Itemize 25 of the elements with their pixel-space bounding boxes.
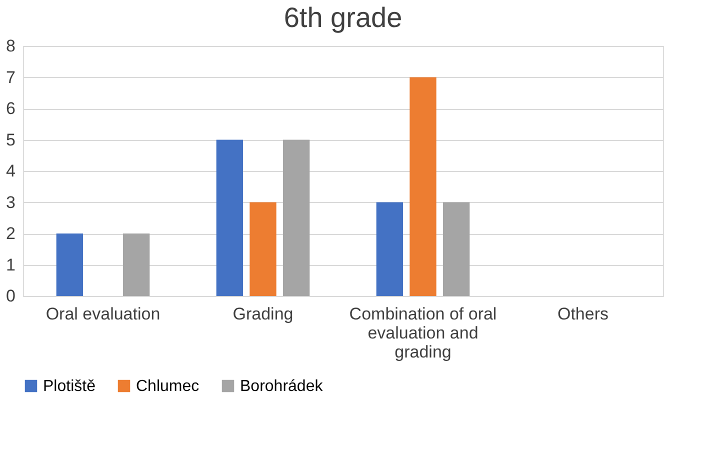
y-tick-label: 2	[6, 224, 16, 243]
x-tick-label: Combination of oral evaluation and grading	[349, 304, 497, 362]
legend-label: Chlumec	[136, 378, 200, 395]
y-tick-label: 3	[6, 192, 16, 212]
bar	[410, 77, 436, 296]
y-tick-label: 0	[6, 286, 16, 306]
x-tick-label: Oral evaluation	[46, 304, 160, 324]
y-tick-label: 1	[6, 255, 16, 274]
x-tick-label: Grading	[232, 304, 294, 324]
bar	[283, 140, 310, 296]
bar	[123, 234, 150, 296]
y-tick-label: 6	[6, 99, 16, 118]
legend-label: Plotiště	[43, 378, 96, 395]
legend-label: Borohrádek	[240, 378, 324, 395]
bar	[216, 140, 243, 296]
bar	[250, 202, 276, 296]
y-tick-label: 4	[6, 162, 16, 180]
chart-title: 6th grade	[284, 2, 402, 33]
x-tick-label: Others	[557, 304, 609, 324]
y-tick-label: 8	[6, 36, 16, 56]
y-tick-label: 7	[6, 68, 16, 87]
bar	[56, 234, 83, 296]
bar	[376, 202, 403, 296]
y-tick-label: 5	[6, 130, 16, 150]
bar	[443, 202, 470, 296]
